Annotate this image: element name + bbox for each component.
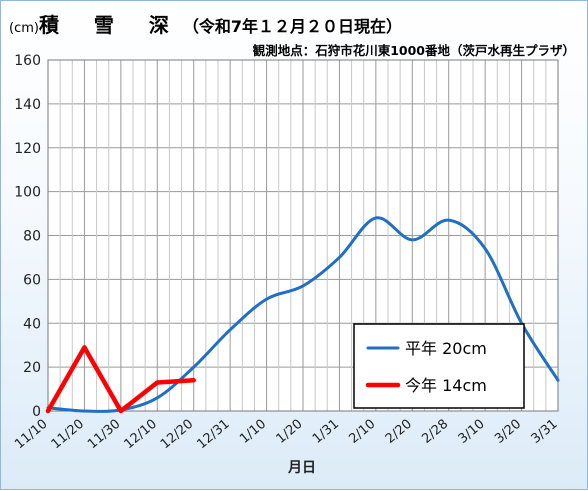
x-tick-label: 1/10 (237, 417, 269, 447)
x-tick-label: 1/20 (274, 417, 306, 447)
x-tick-label: 1/31 (310, 417, 342, 447)
series-line-this-year (45, 345, 196, 414)
x-tick-label: 11/30 (85, 417, 123, 453)
title-main: 積 雪 深 (38, 13, 183, 37)
legend-label: 今年 14cm (405, 376, 487, 395)
chart-title: (cm)積 雪 深（令和7年１２月２０日現在） (9, 9, 402, 38)
x-tick-label: 3/20 (492, 417, 524, 447)
x-tick-label: 11/10 (12, 417, 50, 453)
x-tick-label: 12/20 (158, 417, 196, 453)
title-unit: (cm) (9, 21, 39, 36)
x-axis-label: 月日 (287, 460, 316, 476)
x-tick-label: 2/28 (419, 417, 451, 447)
x-tick-label: 3/10 (456, 417, 488, 447)
title-date: （令和7年１２月２０日現在） (182, 17, 403, 36)
legend-box (353, 323, 525, 409)
legend-label: 平年 20cm (405, 339, 487, 358)
y-tick-label: 40 (23, 316, 41, 332)
x-tick-label: 2/10 (346, 417, 378, 447)
x-tick-label: 3/31 (529, 417, 561, 447)
x-tick-label: 12/10 (122, 417, 160, 453)
plot-border (47, 59, 559, 412)
x-tick-label: 11/20 (49, 417, 87, 453)
y-tick-label: 120 (14, 141, 41, 157)
y-tick-label: 100 (14, 185, 41, 201)
series-line-normal (46, 216, 560, 413)
x-tick-label: 12/31 (194, 417, 232, 453)
y-tick-label: 0 (32, 404, 41, 420)
chart-subtitle: 観測地点：石狩市花川東1000番地（茨戸水再生プラザ） (252, 43, 575, 58)
y-tick-label: 160 (14, 53, 41, 69)
y-tick-label: 60 (23, 272, 41, 288)
y-tick-label: 140 (14, 97, 41, 113)
y-tick-label: 20 (23, 360, 41, 376)
x-tick-label: 2/20 (383, 417, 415, 447)
y-tick-label: 80 (23, 229, 41, 245)
